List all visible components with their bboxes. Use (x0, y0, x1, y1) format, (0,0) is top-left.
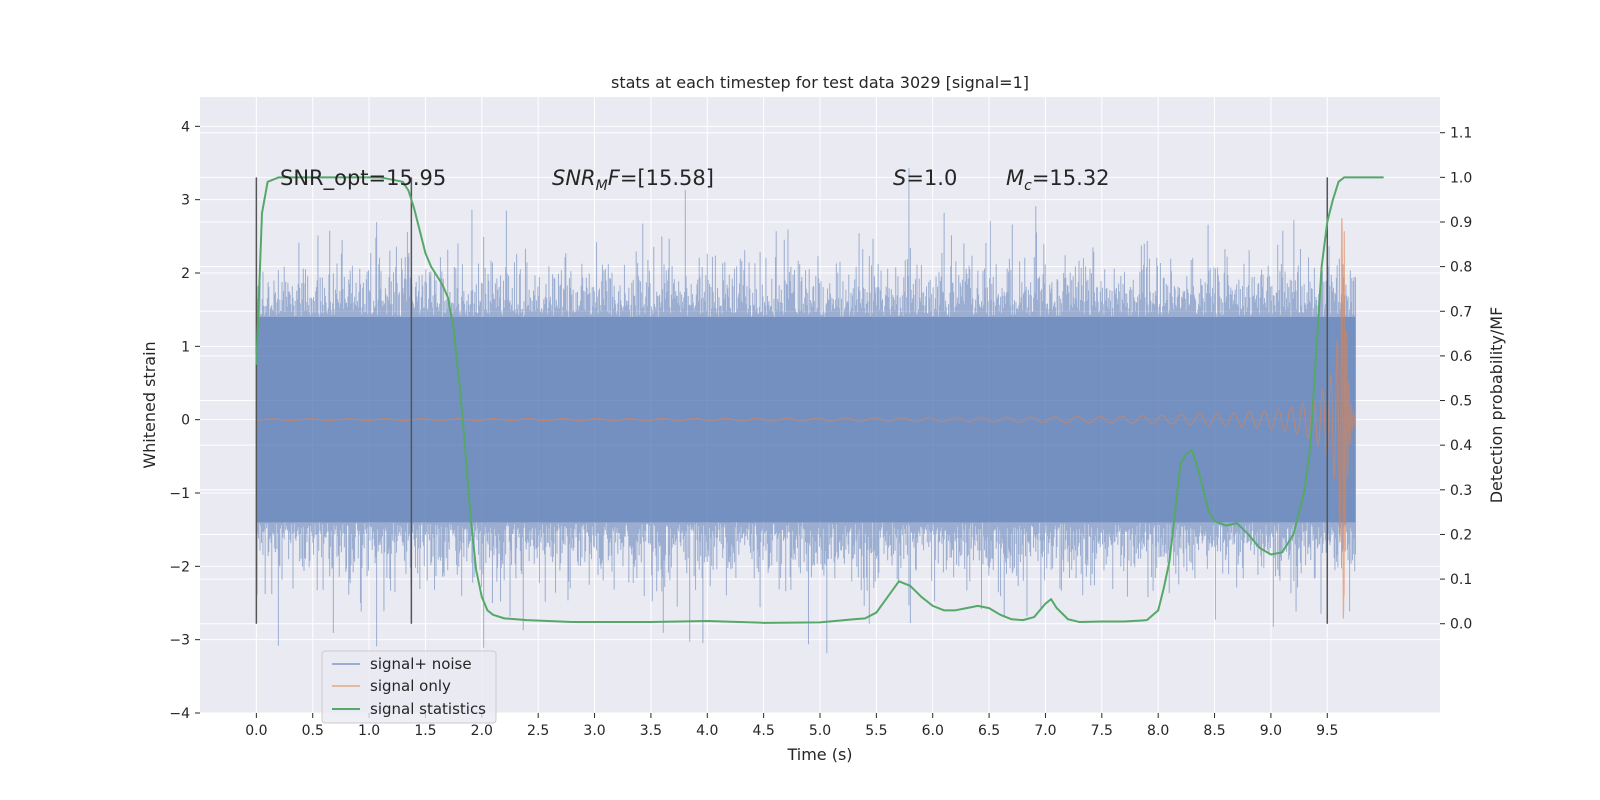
y-left-tick-label: 4 (181, 119, 190, 135)
signal-statistics-line (255, 176, 1384, 624)
y-right-tick-label: 0.2 (1450, 527, 1472, 543)
y-right-tick-label: 0.5 (1450, 394, 1472, 410)
y-right-tick-label: 0.7 (1450, 304, 1472, 320)
x-axis-ticks: 0.0 0.5 1.0 1.5 2.0 2.5 3.0 3.5 4.0 4.5 5.0 5.5 6.0 6… (245, 713, 1338, 739)
x-tick-label: 1.5 (414, 723, 436, 739)
y-left-tick-label: 3 (181, 193, 190, 209)
y-axis-right-label: Detection probability/MF (1487, 307, 1506, 504)
x-tick-label: 5.5 (865, 723, 887, 739)
y-left-tick-label: 0 (181, 413, 190, 429)
annotation-snr-mf-value: =[15.58] (620, 166, 714, 190)
signal-noise-series (255, 168, 1356, 654)
y-right-tick-label: 0.0 (1450, 617, 1472, 633)
y-left-tick-label: −3 (169, 633, 190, 649)
y-left-tick-label: −4 (169, 706, 190, 722)
x-tick-label: 2.5 (527, 723, 549, 739)
x-tick-label: 4.5 (753, 723, 775, 739)
y-right-tick-label: 0.9 (1450, 215, 1472, 231)
y-right-tick-label: 1.1 (1450, 126, 1472, 142)
x-tick-label: 9.5 (1316, 723, 1338, 739)
legend-label-signal-only: signal only (370, 677, 451, 695)
y-left-tick-label: −2 (169, 559, 190, 575)
y-left-tick-label: 2 (181, 266, 190, 282)
annotation-snr-mf-prefix: SNR (552, 166, 596, 190)
x-tick-label: 3.0 (583, 723, 605, 739)
annotation-s-symbol: S (893, 166, 906, 190)
y-right-tick-label: 0.3 (1450, 483, 1472, 499)
signal-statistics-series (255, 176, 1384, 624)
annotation-mc-value: =15.32 (1032, 166, 1110, 190)
y-left-tick-label: 1 (181, 339, 190, 355)
x-tick-label: 2.0 (471, 723, 493, 739)
y-right-tick-label: 0.4 (1450, 438, 1472, 454)
x-tick-label: 7.0 (1034, 723, 1056, 739)
chart-title: stats at each timestep for test data 302… (611, 73, 1029, 92)
x-tick-label: 8.0 (1147, 723, 1169, 739)
y-right-tick-label: 0.8 (1450, 260, 1472, 276)
annotation-mc-symbol: M (1006, 166, 1024, 190)
x-tick-label: 6.0 (922, 723, 944, 739)
y-axis-right-ticks: 1.1 1.0 0.9 0.8 0.7 0.6 0.5 0.4 0.3 0.2 0.1 0.0 (1440, 126, 1472, 633)
annotation-s: S=1.0 (893, 166, 957, 190)
x-tick-label: 1.0 (358, 723, 380, 739)
y-right-tick-label: 0.6 (1450, 349, 1472, 365)
x-tick-label: 9.0 (1260, 723, 1282, 739)
vertical-markers (255, 177, 1329, 624)
signal-only-line (256, 218, 1357, 619)
annotation-snr-mf-suffix: F (608, 166, 621, 190)
y-left-tick-label: −1 (169, 486, 190, 502)
legend: signal+ noise signal only signal statist… (321, 650, 497, 724)
annotation-mc-sub: c (1024, 178, 1032, 194)
x-tick-label: 0.5 (302, 723, 324, 739)
annotation-snr-mf: SNRMF=[15.58] (552, 166, 714, 194)
x-tick-label: 0.0 (245, 723, 267, 739)
x-tick-label: 6.5 (978, 723, 1000, 739)
legend-box (321, 650, 497, 724)
legend-label-signal-statistics: signal statistics (370, 700, 486, 718)
x-tick-label: 8.5 (1203, 723, 1225, 739)
signal-only-series (256, 218, 1357, 619)
legend-label-signal-noise: signal+ noise (370, 655, 472, 673)
annotation-mc: Mc=15.32 (1006, 166, 1110, 194)
x-tick-label: 5.0 (809, 723, 831, 739)
y-axis-left-ticks: 4 3 2 1 0 −1 −2 −3 −4 (169, 119, 200, 722)
x-tick-label: 3.5 (640, 723, 662, 739)
y-right-tick-label: 1.0 (1450, 170, 1472, 186)
annotation-snr-opt: SNR_opt=15.95 (280, 166, 446, 191)
x-tick-label: 4.0 (696, 723, 718, 739)
y-right-tick-label: 0.1 (1450, 572, 1472, 588)
x-axis-label: Time (s) (786, 745, 852, 764)
x-tick-label: 7.5 (1091, 723, 1113, 739)
y-axis-left-label: Whitened strain (140, 341, 159, 468)
annotation-snr-mf-sub: M (596, 178, 608, 194)
annotation-s-value: =1.0 (906, 166, 957, 190)
